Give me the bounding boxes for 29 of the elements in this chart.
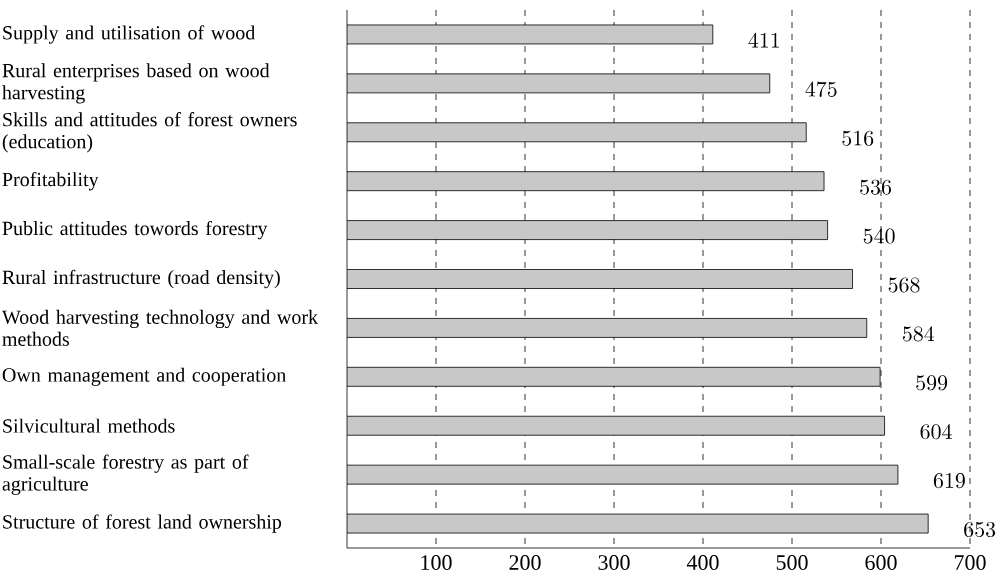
x-tick-label: 100 <box>421 555 452 570</box>
x-tick-label: 300 <box>598 555 630 570</box>
x-tick-label: 500 <box>776 555 808 570</box>
y-tick-label: Skills and attitudes of forest owners (education) <box>2 112 297 153</box>
x-tick-label: 400 <box>686 555 719 570</box>
y-tick-label: Own management and cooperation <box>2 367 286 386</box>
y-tick-label: Small-scale forestry as part of agriculture <box>2 454 249 495</box>
data-label: 536 <box>860 179 892 195</box>
y-tick-label: Public attitudes towords forestry <box>2 220 268 240</box>
data-label: 568 <box>888 277 920 293</box>
data-label: 411 <box>748 32 779 48</box>
y-tick-label: Structure of forest land ownership <box>3 514 282 533</box>
data-label: 653 <box>964 522 996 538</box>
y-tick-label: Wood harvesting technology and work methods <box>1 309 319 346</box>
data-label: 619 <box>933 473 965 489</box>
data-label: 599 <box>916 375 948 391</box>
x-tick-label: 700 <box>954 555 986 570</box>
y-tick-label: Silvicultural methods <box>3 418 175 433</box>
data-label: 584 <box>902 326 935 342</box>
data-label: 604 <box>920 423 952 440</box>
y-tick-label: Profitability <box>2 171 99 191</box>
data-label: 540 <box>863 228 895 244</box>
y-tick-label: Supply and utilisation of wood <box>3 25 256 44</box>
x-tick-label: 200 <box>509 555 541 570</box>
data-label: 475 <box>805 81 837 97</box>
data-label: 516 <box>842 130 874 146</box>
y-tick-label: Rural enterprises based on wood harvesting <box>2 63 270 104</box>
y-tick-label: Rural infrastructure (road density) <box>2 269 280 289</box>
x-tick-label: 600 <box>865 555 897 570</box>
